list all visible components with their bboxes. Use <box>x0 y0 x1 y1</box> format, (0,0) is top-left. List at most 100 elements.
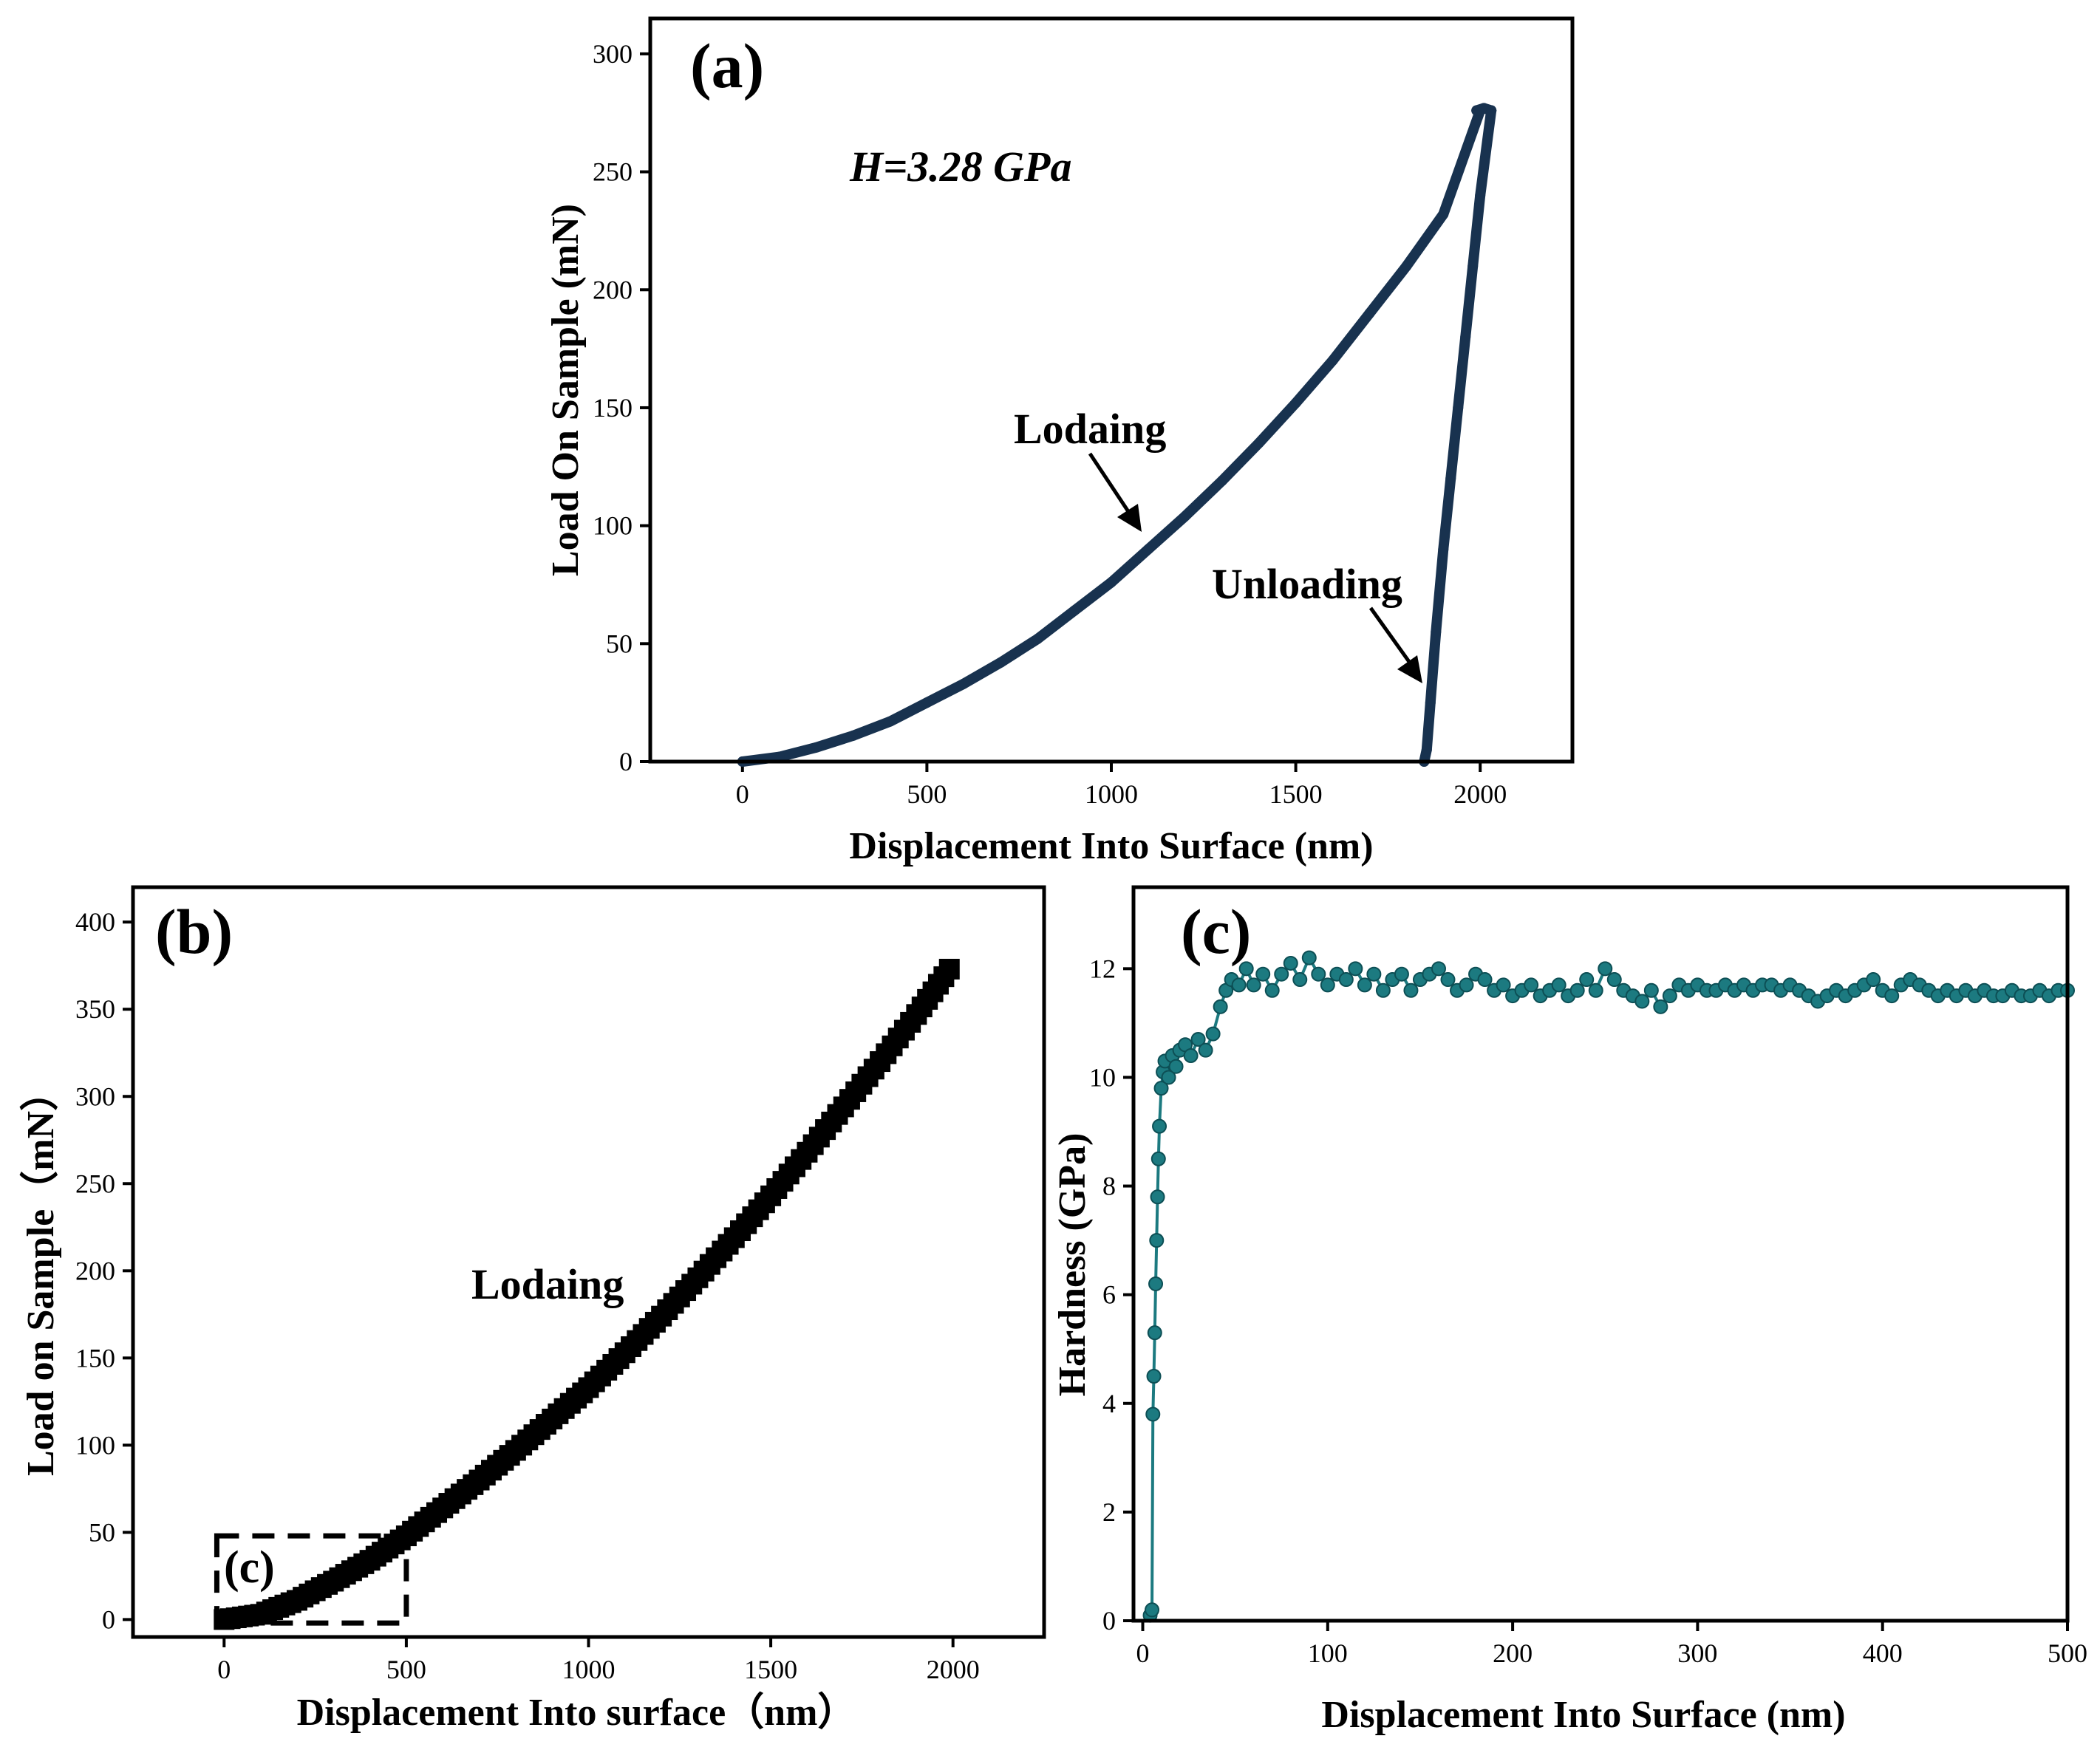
panel-c-data-point <box>1205 1026 1221 1042</box>
panel-c-data-point <box>1579 972 1595 988</box>
panel-c-data-point <box>1653 999 1668 1014</box>
panel-c-data-point <box>1866 972 1881 988</box>
panel-b-plot-frame <box>131 885 1046 1639</box>
panel-a-series-unloading <box>1419 105 1497 767</box>
panel-c-data-point <box>1145 1407 1161 1422</box>
panel-c-y-tick-label: 10 <box>1089 1062 1116 1092</box>
panel-b-y-tick-label: 150 <box>75 1343 115 1373</box>
panel-a-y-tick-label: 150 <box>593 393 633 423</box>
panel-c-data-point <box>1477 972 1493 988</box>
panel-c-data-point <box>1238 961 1254 977</box>
panel-a-data-point <box>1475 190 1486 201</box>
panel-a-data-point <box>921 697 933 708</box>
panel-c-y-tick-label: 12 <box>1089 954 1116 983</box>
panel-a-data-point <box>848 730 859 741</box>
panel-c-x-tick-label: 400 <box>1863 1638 1903 1668</box>
panel-c-data-point <box>1496 977 1511 993</box>
panel-b-x-tick-label: 2000 <box>927 1655 980 1684</box>
panel-c-series-line <box>1148 954 2067 1616</box>
panel-c-y-tick-label: 2 <box>1102 1497 1116 1527</box>
panel-c-data-point <box>1431 961 1446 977</box>
panel-a-data-point <box>1327 355 1338 366</box>
panel-a-hardness-annotation: H=3.28 GPa <box>849 143 1071 191</box>
panel-c-data-point <box>1231 977 1247 993</box>
panel-a-unloading-arrowhead-icon <box>1397 655 1422 683</box>
panel-c-data-point <box>1283 955 1298 971</box>
panel-b-loading-annotation: Lodaing <box>471 1260 624 1308</box>
panel-c-data-point <box>1366 966 1382 982</box>
panel-c-data-point <box>1198 1042 1213 1058</box>
panel-b-y-tick-label: 100 <box>75 1430 115 1460</box>
panel-c-plot-frame <box>1131 885 2070 1623</box>
panel-a-label: (a) <box>690 30 764 101</box>
panel-b-inset-label: (c) <box>224 1542 275 1593</box>
panel-b-data-point <box>938 958 960 980</box>
panel-c-data-point <box>1150 1151 1166 1166</box>
panel-c-data-point <box>1643 982 1659 998</box>
panel-c-y-axis-title: Hardness (GPa) <box>1051 1133 1094 1397</box>
panel-a-unloading-annotation: Unloading <box>1212 560 1402 608</box>
panel-c-data-point <box>1320 977 1335 993</box>
panel-c-data-point <box>1357 977 1372 993</box>
panel-a-data-point <box>1421 745 1432 756</box>
panel-a-data-point <box>1445 473 1456 484</box>
panel-b-label: (b) <box>155 896 233 967</box>
panel-b-y-tick-label: 200 <box>75 1256 115 1285</box>
panel-c-data-point <box>1662 988 1677 1004</box>
panel-a-loading-arrow <box>1088 452 1134 519</box>
panel-b-x-axis-title: Displacement Into surface（nm） <box>297 1691 856 1734</box>
panel-b-y-axis-title: Load on Sample（mN） <box>19 1073 62 1476</box>
panel-b-x-tick-label: 500 <box>386 1655 426 1684</box>
panel-a-data-point <box>1467 261 1479 272</box>
panel-c-x-tick-label: 200 <box>1493 1638 1533 1668</box>
panel-c-data-point <box>1152 1118 1167 1134</box>
panel-c-data-point <box>1348 961 1363 977</box>
panel-c-data-point <box>1440 972 1456 988</box>
panel-c-data-point <box>1246 977 1261 993</box>
panel-a-data-point <box>1142 544 1153 555</box>
panel-a-data-point <box>1438 209 1449 220</box>
panel-c-data-point <box>1213 999 1228 1014</box>
panel-c-data-point <box>1524 977 1539 993</box>
panel-a-x-tick-label: 500 <box>907 779 947 809</box>
panel-c-x-tick-label: 500 <box>2048 1638 2087 1668</box>
panel-c-y-tick-label: 8 <box>1102 1172 1116 1201</box>
panel-c-y-tick-label: 6 <box>1102 1280 1116 1310</box>
panel-b-y-tick-label: 250 <box>75 1169 115 1198</box>
panel-a-data-point <box>1253 437 1264 448</box>
panel-a-data-point <box>1179 510 1190 522</box>
panel-a-data-point <box>1290 397 1301 409</box>
panel-c-data-point <box>1884 988 1900 1004</box>
panel-a-y-tick-label: 300 <box>593 39 633 69</box>
panel-c-data-point <box>1634 994 1650 1009</box>
panel-c-data-point <box>1153 1081 1169 1096</box>
panel-c-data-point <box>1394 966 1409 982</box>
panel-c-x-tick-label: 100 <box>1308 1638 1348 1668</box>
panel-b-x-tick-label: 0 <box>217 1655 231 1684</box>
panel-b-inset-box <box>214 1533 409 1626</box>
panel-a-x-axis-title: Displacement Into Surface (nm) <box>849 825 1373 867</box>
panel-c-data-point <box>1274 966 1289 982</box>
panel-c-data-point <box>1150 1189 1165 1205</box>
panel-a-data-point <box>1453 402 1464 413</box>
panel-c-data-point <box>1161 1070 1176 1085</box>
panel-c-data-point <box>1301 950 1317 965</box>
panel-c-data-point <box>1149 1233 1165 1248</box>
panel-b-y-tick-label: 0 <box>102 1604 115 1634</box>
panel-c-data-point <box>1311 966 1326 982</box>
panel-c-data-point <box>1168 1059 1184 1074</box>
panel-c-data-point <box>1459 977 1474 993</box>
panel-c-y-tick-label: 0 <box>1102 1606 1116 1636</box>
panel-a-x-tick-label: 1000 <box>1085 779 1138 809</box>
panel-c-chart: 0 100 200 300 400 500 0 2 4 6 8 10 12 (c) Displaceme… <box>1051 885 2087 1736</box>
panel-c-data-point <box>1403 982 1419 998</box>
panel-a-x-tick-label: 1500 <box>1269 779 1323 809</box>
panel-a-unloading-arrow <box>1368 606 1414 666</box>
panel-c-label: (c) <box>1181 896 1251 967</box>
panel-c-data-point <box>1569 982 1585 998</box>
panel-c-x-tick-label: 0 <box>1136 1638 1150 1668</box>
panel-a-data-point <box>1032 633 1043 644</box>
panel-a-y-tick-label: 50 <box>606 629 633 658</box>
panel-c-y-tick-label: 4 <box>1102 1389 1116 1418</box>
panel-a-data-point <box>1069 605 1080 616</box>
